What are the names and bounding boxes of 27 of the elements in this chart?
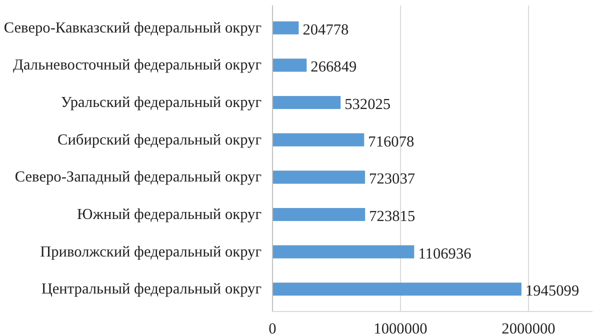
data-label: 204778 <box>302 21 350 38</box>
bar <box>272 208 366 222</box>
data-label: 723037 <box>369 170 416 188</box>
x-tick-label: 2000000 <box>502 320 556 336</box>
y-tick-label: Северо-Кавказский федеральный округ <box>4 19 262 36</box>
data-label: 723815 <box>369 208 416 225</box>
bar <box>272 245 414 258</box>
data-label: 532025 <box>344 96 391 114</box>
bar <box>272 96 341 110</box>
y-tick-label: Северо-Западный федеральный округ <box>14 168 262 186</box>
bar <box>272 282 522 296</box>
data-label: 266849 <box>310 58 357 76</box>
x-tick-label: 0 <box>268 320 277 336</box>
bar <box>272 170 366 184</box>
y-tick-label: Дальневосточный федеральный округ <box>13 56 262 74</box>
bar <box>272 58 307 72</box>
bar <box>272 21 299 34</box>
data-label: 1106936 <box>418 245 472 262</box>
y-tick-label: Центральный федеральный округ <box>41 280 262 298</box>
bar <box>272 133 364 146</box>
y-tick-label: Уральский федеральный округ <box>60 94 262 112</box>
y-tick-label: Южный федеральный округ <box>76 206 262 223</box>
data-label: 1945099 <box>525 282 580 300</box>
data-label: 716078 <box>368 133 414 150</box>
y-tick-label: Приволжский федеральный округ <box>40 243 262 260</box>
y-tick-label: Сибирский федеральный округ <box>57 131 262 148</box>
x-tick-label: 1000000 <box>374 320 428 336</box>
